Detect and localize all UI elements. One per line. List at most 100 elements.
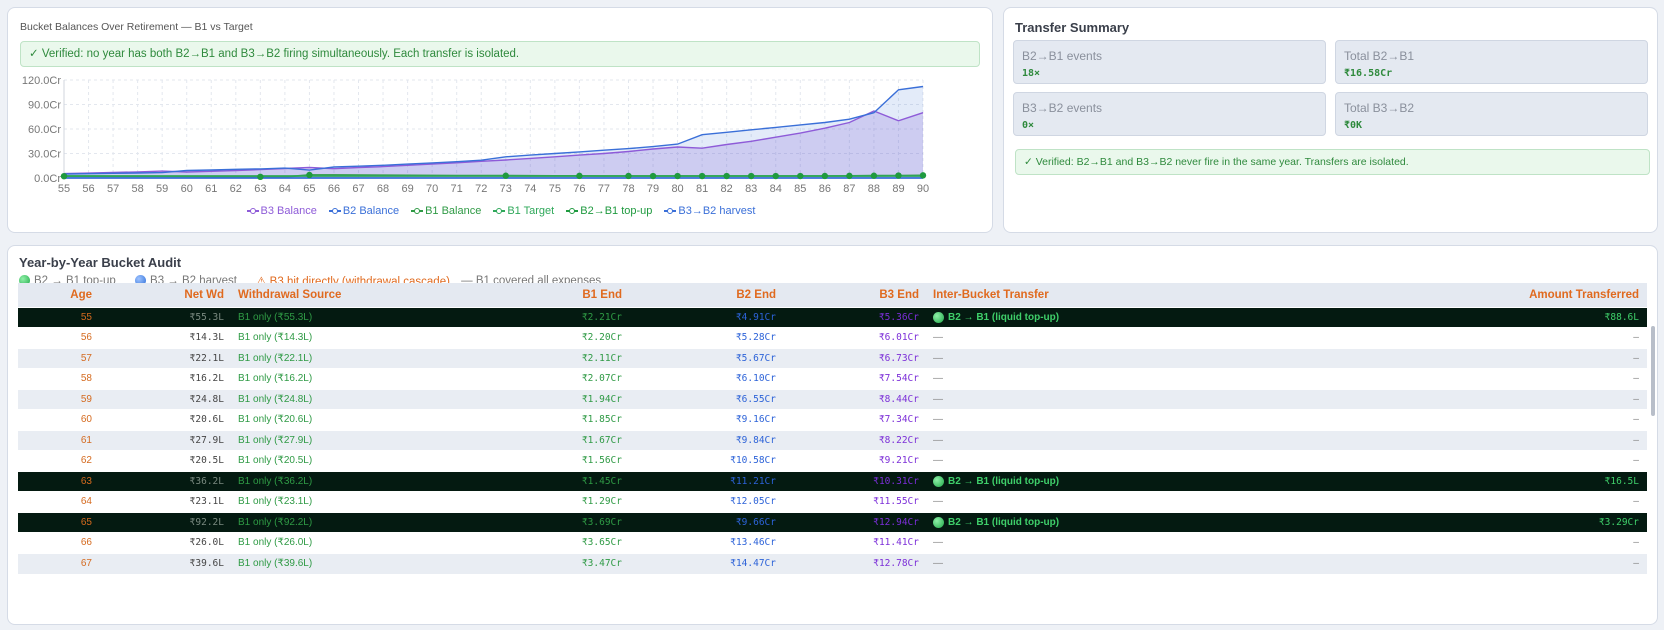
cell-net-wd: ₹20.5L <box>100 450 232 471</box>
topup-marker[interactable] <box>772 172 779 180</box>
topup-marker[interactable] <box>625 172 632 180</box>
x-tick-label: 83 <box>745 183 757 195</box>
series-line-1[interactable] <box>63 85 924 175</box>
col-inter-bucket-transfer[interactable]: Inter-Bucket Transfer <box>927 283 1177 307</box>
cell-b3-end: ₹12.78Cr <box>784 552 927 574</box>
col-amount-transferred[interactable]: Amount Transferred <box>1177 283 1647 307</box>
cell-withdrawal-source: B1 only (₹22.1L) <box>232 347 540 369</box>
table-row[interactable]: 67 ₹39.6L B1 only (₹39.6L) ₹3.47Cr ₹14.47Cr ₹… <box>18 552 1647 574</box>
topup-marker[interactable] <box>576 172 583 180</box>
series-area-1 <box>64 86 923 178</box>
cell-b3-end: ₹11.55Cr <box>784 491 927 512</box>
cell-net-wd: ₹22.1L <box>100 347 232 369</box>
legend-item[interactable]: B2→B1 top-up <box>566 205 652 217</box>
legend-item[interactable]: B1 Balance <box>411 205 481 217</box>
topup-marker[interactable] <box>674 172 681 180</box>
audit-table-wrap[interactable]: Age Net Wd Withdrawal Source B1 End B2 E… <box>18 283 1647 624</box>
legend-line-icon <box>664 207 677 215</box>
cell-amount: ₹16.5L <box>1177 470 1647 492</box>
topup-marker[interactable] <box>895 172 902 179</box>
topup-marker[interactable] <box>919 172 927 179</box>
legend-item[interactable]: B3→B2 harvest <box>664 205 755 217</box>
topup-marker[interactable] <box>306 171 313 179</box>
cell-net-wd: ₹26.0L <box>100 532 232 553</box>
x-tick-label: 89 <box>892 183 904 195</box>
cell-b3-end: ₹7.54Cr <box>784 368 927 389</box>
table-scrollbar[interactable] <box>1651 326 1655 416</box>
legend-label: B3→B2 harvest <box>678 205 756 217</box>
table-row[interactable]: 58 ₹16.2L B1 only (₹16.2L) ₹2.07Cr ₹6.10Cr ₹7… <box>18 368 1647 389</box>
topup-marker[interactable] <box>870 172 878 179</box>
col-withdrawal-source[interactable]: Withdrawal Source <box>232 283 540 307</box>
cell-b2-end: ₹5.67Cr <box>630 347 784 369</box>
bucket-audit-panel: Year-by-Year Bucket Audit B2 → B1 top-up… <box>7 245 1658 625</box>
table-row[interactable]: 60 ₹20.6L B1 only (₹20.6L) ₹1.85Cr ₹9.16Cr ₹7… <box>18 409 1647 430</box>
table-row[interactable]: 62 ₹20.5L B1 only (₹20.5L) ₹1.56Cr ₹10.58Cr ₹… <box>18 450 1647 471</box>
table-row[interactable]: 59 ₹24.8L B1 only (₹24.8L) ₹1.94Cr ₹6.55Cr ₹8… <box>18 388 1647 410</box>
x-tick-label: 61 <box>205 183 217 195</box>
legend-label: B1 Balance <box>425 205 482 217</box>
cell-b1-end: ₹1.94Cr <box>540 388 630 410</box>
cell-amount: — <box>1177 450 1647 471</box>
table-row[interactable]: 61 ₹27.9L B1 only (₹27.9L) ₹1.67Cr ₹9.84Cr ₹8… <box>18 429 1647 451</box>
cell-age: 61 <box>18 429 100 451</box>
legend-line-icon <box>411 207 424 215</box>
stat-value: ₹0K <box>1344 120 1363 131</box>
col-net-wd[interactable]: Net Wd <box>100 283 232 307</box>
col-age[interactable]: Age <box>18 283 100 307</box>
topup-marker[interactable] <box>821 172 829 180</box>
audit-table: Age Net Wd Withdrawal Source B1 End B2 E… <box>18 283 1647 574</box>
x-tick-label: 79 <box>647 183 659 195</box>
table-row[interactable]: 55 ₹55.3L B1 only (₹55.3L) ₹2.21Cr ₹4.91Cr ₹5… <box>18 306 1647 328</box>
topup-marker[interactable] <box>846 172 853 180</box>
table-row[interactable]: 64 ₹23.1L B1 only (₹23.1L) ₹1.29Cr ₹12.05Cr ₹… <box>18 491 1647 512</box>
cell-b2-end: ₹9.84Cr <box>630 429 784 451</box>
cell-b3-end: ₹12.94Cr <box>784 511 927 533</box>
topup-marker[interactable] <box>60 172 68 180</box>
topup-marker[interactable] <box>748 172 755 180</box>
bucket-balance-chart[interactable]: 0.0Cr 30.0Cr 60.0Cr 90.0Cr 120.0Cr 55 56 57 58 59… <box>8 8 994 234</box>
topup-marker[interactable] <box>502 172 509 179</box>
cell-b2-end: ₹13.46Cr <box>630 532 784 553</box>
topup-marker[interactable] <box>698 172 706 180</box>
topup-marker[interactable] <box>797 172 804 180</box>
chart-panel: Bucket Balances Over Retirement — B1 vs … <box>7 7 993 233</box>
x-tick-label: 74 <box>524 183 536 195</box>
legend-label: B2→B1 top-up <box>580 205 653 217</box>
table-row[interactable]: 56 ₹14.3L B1 only (₹14.3L) ₹2.20Cr ₹5.28Cr ₹6… <box>18 327 1647 348</box>
table-row[interactable]: 66 ₹26.0L B1 only (₹26.0L) ₹3.65Cr ₹13.46Cr ₹… <box>18 532 1647 553</box>
col-b2-end[interactable]: B2 End <box>630 283 784 307</box>
legend-item[interactable]: B3 Balance <box>246 205 317 217</box>
x-tick-label: 62 <box>230 183 242 195</box>
cell-age: 63 <box>18 470 100 492</box>
cell-net-wd: ₹20.6L <box>100 409 232 430</box>
legend-line-icon <box>493 207 506 215</box>
topup-marker[interactable] <box>723 172 730 180</box>
cell-amount: — <box>1177 409 1647 430</box>
cell-age: 55 <box>18 306 100 328</box>
cell-b1-end: ₹1.67Cr <box>540 429 630 451</box>
y-tick-label: 60.0Cr <box>28 124 61 136</box>
legend-item[interactable]: B2 Balance <box>328 205 399 217</box>
col-b1-end[interactable]: B1 End <box>540 283 630 307</box>
cell-b1-end: ₹3.65Cr <box>540 532 630 553</box>
cell-amount: ₹3.29Cr <box>1177 511 1647 533</box>
cell-withdrawal-source: B1 only (₹24.8L) <box>232 388 540 410</box>
cell-amount: ₹88.6L <box>1177 306 1647 328</box>
x-tick-label: 72 <box>475 183 487 195</box>
topup-marker[interactable] <box>257 173 264 181</box>
summary-verified-banner: ✓ Verified: B2→B1 and B3→B2 never fire i… <box>1015 149 1650 175</box>
stat-card-total-b2-b1: Total B2→B1 ₹16.58Cr <box>1335 40 1648 84</box>
table-row[interactable]: 57 ₹22.1L B1 only (₹22.1L) ₹2.11Cr ₹5.67Cr ₹6… <box>18 347 1647 369</box>
col-b3-end[interactable]: B3 End <box>784 283 927 307</box>
series-line-0[interactable] <box>63 110 924 175</box>
x-tick-label: 90 <box>917 183 929 195</box>
topup-marker[interactable] <box>649 172 657 180</box>
legend-item[interactable]: B1 Target <box>493 205 554 217</box>
x-tick-label: 88 <box>868 183 880 195</box>
table-row[interactable]: 63 ₹36.2L B1 only (₹36.2L) ₹1.45Cr ₹11.21Cr ₹… <box>18 470 1647 492</box>
cell-amount: — <box>1177 388 1647 410</box>
legend-label: B3 Balance <box>260 205 317 217</box>
cell-transfer: — <box>927 409 1177 430</box>
table-row[interactable]: 65 ₹92.2L B1 only (₹92.2L) ₹3.69Cr ₹9.66Cr ₹1… <box>18 511 1647 533</box>
